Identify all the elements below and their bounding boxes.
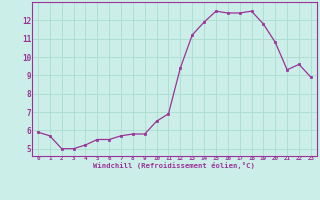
X-axis label: Windchill (Refroidissement éolien,°C): Windchill (Refroidissement éolien,°C) — [93, 162, 255, 169]
